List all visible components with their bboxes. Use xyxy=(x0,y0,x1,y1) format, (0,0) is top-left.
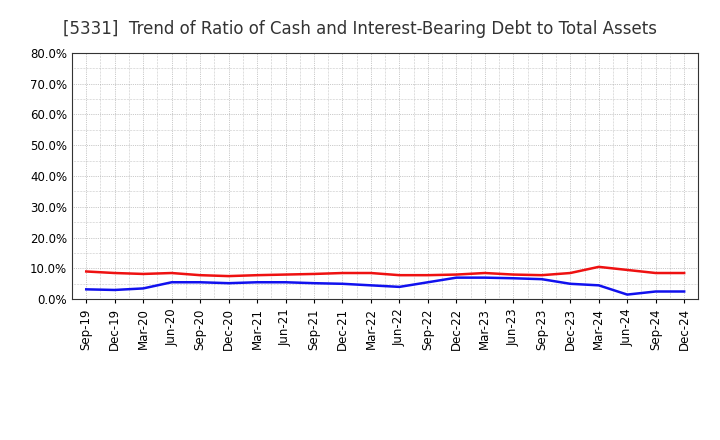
Interest-Bearing Debt xyxy=(652,289,660,294)
Interest-Bearing Debt xyxy=(196,280,204,285)
Interest-Bearing Debt xyxy=(423,280,432,285)
Cash xyxy=(253,272,261,278)
Interest-Bearing Debt xyxy=(253,280,261,285)
Interest-Bearing Debt xyxy=(452,275,461,280)
Cash xyxy=(480,270,489,275)
Interest-Bearing Debt xyxy=(282,280,290,285)
Cash xyxy=(110,270,119,275)
Cash xyxy=(452,272,461,277)
Interest-Bearing Debt xyxy=(595,283,603,288)
Cash xyxy=(680,270,688,275)
Cash xyxy=(509,272,518,277)
Line: Interest-Bearing Debt: Interest-Bearing Debt xyxy=(86,278,684,295)
Interest-Bearing Debt xyxy=(167,280,176,285)
Cash xyxy=(595,264,603,269)
Cash xyxy=(139,271,148,277)
Interest-Bearing Debt xyxy=(509,275,518,281)
Interest-Bearing Debt xyxy=(680,289,688,294)
Interest-Bearing Debt xyxy=(537,277,546,282)
Cash xyxy=(566,270,575,275)
Interest-Bearing Debt xyxy=(225,281,233,286)
Line: Cash: Cash xyxy=(86,267,684,276)
Cash xyxy=(338,270,347,275)
Cash xyxy=(366,270,375,275)
Cash xyxy=(82,269,91,274)
Cash xyxy=(423,272,432,278)
Interest-Bearing Debt xyxy=(623,292,631,297)
Interest-Bearing Debt xyxy=(566,281,575,286)
Cash xyxy=(225,274,233,279)
Interest-Bearing Debt xyxy=(338,281,347,286)
Interest-Bearing Debt xyxy=(366,283,375,288)
Interest-Bearing Debt xyxy=(82,287,91,292)
Cash xyxy=(623,267,631,272)
Cash xyxy=(395,272,404,278)
Interest-Bearing Debt xyxy=(395,284,404,290)
Cash xyxy=(652,270,660,275)
Cash xyxy=(167,270,176,275)
Interest-Bearing Debt xyxy=(110,287,119,293)
Cash xyxy=(282,272,290,277)
Cash xyxy=(310,271,318,277)
Interest-Bearing Debt xyxy=(480,275,489,280)
Text: [5331]  Trend of Ratio of Cash and Interest-Bearing Debt to Total Assets: [5331] Trend of Ratio of Cash and Intere… xyxy=(63,20,657,37)
Interest-Bearing Debt xyxy=(139,286,148,291)
Interest-Bearing Debt xyxy=(310,281,318,286)
Cash xyxy=(537,272,546,278)
Cash xyxy=(196,272,204,278)
